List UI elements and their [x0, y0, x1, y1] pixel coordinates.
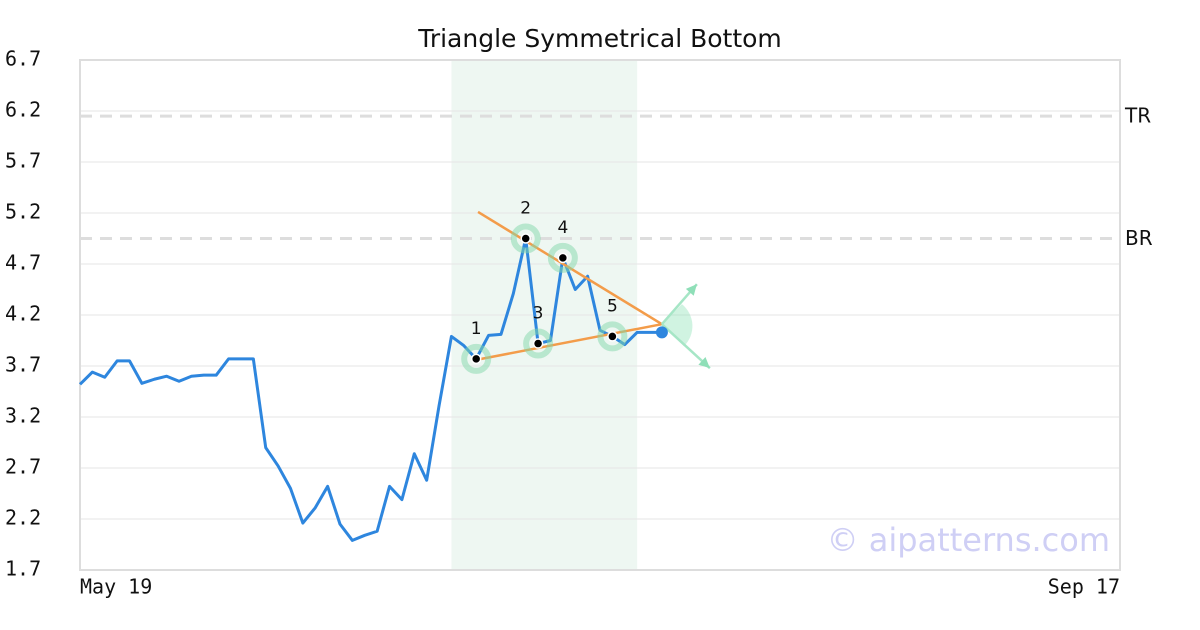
- y-tick-label: 1.7: [5, 557, 41, 581]
- breakout-arrow: [661, 323, 711, 370]
- arrow-head: [698, 357, 710, 369]
- pattern-halo: [461, 343, 492, 374]
- pattern-label: 2: [520, 199, 531, 219]
- pattern-point: [557, 252, 569, 264]
- pattern-halo: [547, 242, 578, 273]
- pattern-point: [470, 353, 482, 365]
- plot-border: [79, 59, 1121, 571]
- y-tick-label: 3.7: [5, 353, 41, 377]
- y-tick-label: 3.2: [5, 404, 41, 428]
- breakout-wedge: [661, 304, 693, 347]
- pattern-point: [520, 233, 531, 244]
- last-point: [655, 326, 668, 339]
- trendline: [475, 322, 663, 362]
- chart-title: Triangle Symmetrical Bottom: [417, 24, 782, 53]
- pattern-point: [532, 338, 544, 349]
- pattern-halo: [523, 328, 554, 359]
- x-tick-label: May 19: [80, 575, 152, 599]
- y-tick-label: 2.2: [5, 506, 41, 530]
- pattern-label: 4: [557, 218, 568, 238]
- level-label: TR: [1124, 104, 1151, 128]
- watermark: © aipatterns.com: [827, 521, 1110, 559]
- y-tick-label: 4.2: [5, 302, 41, 326]
- pattern-label: 3: [533, 304, 544, 324]
- y-tick-label: 6.2: [5, 98, 41, 122]
- level-label: BR: [1125, 226, 1153, 250]
- pattern-point: [607, 331, 618, 342]
- arrow-head: [685, 284, 697, 296]
- pattern-label: 1: [471, 319, 482, 339]
- pattern-label: 5: [607, 296, 618, 316]
- x-tick-label: Sep 17: [1048, 575, 1120, 599]
- y-tick-label: 2.7: [5, 455, 41, 479]
- pattern-halo: [510, 223, 541, 254]
- price-line: [78, 237, 662, 542]
- pattern-halo: [597, 321, 628, 352]
- y-tick-label: 6.7: [5, 47, 41, 71]
- y-tick-label: 5.2: [5, 200, 41, 224]
- y-tick-label: 4.7: [5, 251, 41, 275]
- y-tick-label: 5.7: [5, 149, 41, 173]
